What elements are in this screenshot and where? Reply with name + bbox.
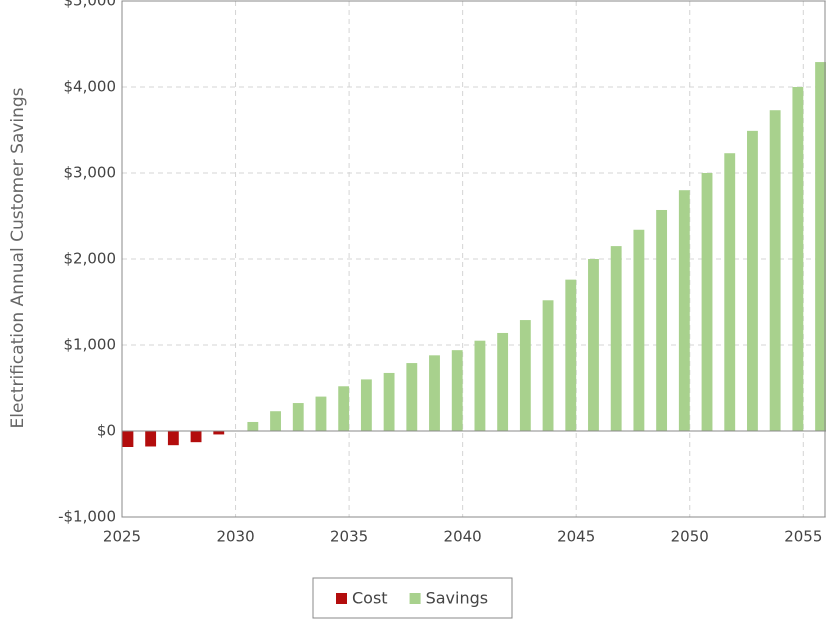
x-tick-label: 2025	[103, 528, 141, 546]
legend-label: Savings	[426, 589, 489, 608]
bar	[270, 411, 281, 431]
bar	[701, 173, 713, 431]
bar	[315, 396, 327, 431]
bar	[792, 87, 804, 431]
y-tick-label: $1,000	[64, 336, 117, 354]
y-tick-label: $0	[97, 422, 116, 440]
x-tick-label: 2045	[557, 528, 595, 546]
x-tick-label: 2030	[216, 528, 254, 546]
bar	[656, 209, 668, 431]
bar	[565, 279, 577, 431]
bar	[406, 363, 418, 431]
x-tick-label: 2050	[671, 528, 709, 546]
bar	[633, 229, 645, 431]
bar	[747, 130, 758, 432]
bar	[190, 431, 202, 443]
bar	[815, 62, 826, 432]
bar	[610, 246, 622, 431]
bar	[383, 372, 395, 431]
y-tick-label: $3,000	[64, 164, 117, 182]
bar	[497, 332, 509, 431]
bar	[429, 355, 440, 431]
bar	[588, 259, 599, 431]
bar	[678, 190, 690, 431]
y-tick-label: -$1,000	[58, 508, 116, 526]
bar	[122, 431, 134, 447]
bar	[338, 386, 350, 431]
legend-swatch	[409, 593, 421, 604]
bar	[769, 110, 781, 431]
x-tick-label: 2035	[330, 528, 368, 546]
bar	[292, 403, 304, 431]
bar	[451, 350, 463, 431]
y-tick-label: $5,000	[64, 0, 117, 10]
y-tick-label: $4,000	[64, 78, 117, 96]
legend: Cost Savings	[312, 577, 513, 619]
bar	[167, 431, 179, 446]
bar	[360, 379, 372, 431]
bar	[542, 300, 554, 431]
bar	[213, 431, 225, 435]
bar	[474, 340, 486, 431]
bar	[247, 421, 259, 431]
bar	[519, 320, 531, 431]
y-tick-label: $2,000	[64, 250, 117, 268]
y-axis-label: Electrification Annual Customer Savings	[8, 87, 28, 428]
plot-frame	[121, 0, 826, 518]
x-tick-label: 2055	[784, 528, 822, 546]
x-tick-label: 2040	[444, 528, 482, 546]
legend-swatch	[336, 593, 347, 604]
legend-label: Cost	[352, 589, 388, 608]
bar	[724, 153, 736, 431]
bar	[145, 431, 157, 447]
